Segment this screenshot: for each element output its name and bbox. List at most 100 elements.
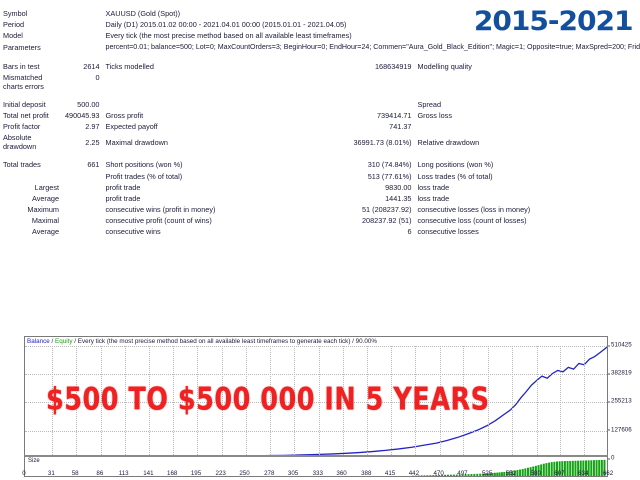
chart-header-rest: / Every tick (the most precise method ba… bbox=[72, 338, 378, 345]
lot-size-bar bbox=[579, 460, 582, 476]
lot-size-bar bbox=[508, 471, 511, 476]
grid-line-vertical bbox=[221, 346, 223, 457]
lot-size-bar bbox=[585, 460, 588, 476]
lot-size-bar bbox=[473, 473, 476, 476]
x-tick-label: 662 bbox=[602, 470, 614, 477]
lot-size-bars bbox=[411, 459, 606, 476]
grid-line-vertical bbox=[100, 346, 102, 457]
lot-size-bar bbox=[470, 474, 473, 476]
mismatched-errors-label: Mismatched charts errors bbox=[3, 72, 44, 91]
model-spacer bbox=[62, 30, 103, 41]
lot-size-bar bbox=[590, 460, 593, 476]
max-consecutive-wins-label: consecutive wins (profit in money) bbox=[105, 204, 216, 214]
table-row-total-net-profit: Total net profit 490045.93 Gross profit … bbox=[0, 110, 640, 121]
maximal-drawdown-label: Maximal drawdown bbox=[105, 137, 168, 147]
total-net-profit-label: Total net profit bbox=[3, 111, 49, 121]
lot-size-bar bbox=[479, 473, 482, 476]
period-spacer bbox=[62, 19, 103, 30]
table-row-maximum-consecutive: Maximum consecutive wins (profit in mone… bbox=[0, 204, 640, 215]
lot-size-bar bbox=[438, 474, 441, 476]
lot-size-bar bbox=[426, 475, 429, 476]
y-tick-label: 510425 bbox=[608, 341, 632, 349]
x-tick-label: 442 bbox=[408, 470, 420, 477]
lot-size-bar bbox=[598, 460, 601, 476]
lot-size-bar bbox=[455, 474, 458, 476]
strategy-tester-report-table: Symbol XAUUSD (Gold (Spot)) Period Daily… bbox=[0, 8, 640, 237]
modelling-quality-label: Modelling quality bbox=[417, 61, 472, 71]
lot-size-bar bbox=[458, 474, 461, 476]
x-tick-label: 333 bbox=[312, 470, 323, 477]
grid-line-vertical bbox=[76, 346, 78, 457]
ticks-modelled-value: 168634919 bbox=[374, 61, 412, 71]
grid-line-vertical bbox=[560, 346, 562, 457]
lot-size-bar bbox=[558, 461, 561, 476]
lot-size-bar bbox=[519, 469, 522, 476]
table-row-profit-factor: Profit factor 2.97 Expected payoff 741.3… bbox=[0, 121, 640, 132]
grid-line-vertical bbox=[584, 346, 586, 457]
grid-line-vertical bbox=[245, 346, 247, 457]
max-consecutive-losses-value: 6 (-1795.15) bbox=[533, 204, 640, 215]
lot-size-panel: Size bbox=[24, 455, 608, 477]
period-value: Daily (D1) 2015.01.02 00:00 - 2021.04.01… bbox=[105, 20, 347, 30]
average2-spacer bbox=[62, 226, 103, 237]
profit-factor-spacer-2 bbox=[533, 121, 640, 132]
lot-size-bar bbox=[542, 463, 545, 476]
lot-size-bar bbox=[449, 474, 452, 476]
y-tick-label: 382819 bbox=[608, 369, 632, 377]
legend-balance: Balance bbox=[27, 338, 50, 345]
lot-size-bar bbox=[444, 474, 447, 476]
lot-size-bar bbox=[420, 475, 423, 476]
long-positions-label: Long positions (won %) bbox=[417, 160, 494, 170]
chart-y-axis: 510425 382819 255213 127606 0 bbox=[607, 336, 640, 462]
avg-consecutive-losses-label: consecutive losses bbox=[417, 227, 479, 237]
lot-size-bar bbox=[482, 473, 485, 476]
lot-size-bar bbox=[556, 461, 558, 476]
total-trades-value: 661 bbox=[87, 160, 100, 170]
grid-line-vertical bbox=[391, 346, 393, 457]
grid-line-vertical bbox=[439, 346, 441, 457]
lot-size-bar bbox=[553, 461, 556, 476]
maximal-drawdown-value: 36991.73 (8.01%) bbox=[353, 137, 412, 147]
chart-plot-area bbox=[25, 346, 607, 457]
lot-size-bar bbox=[537, 465, 540, 476]
avg-consecutive-wins-value: 6 bbox=[407, 227, 412, 237]
average2-label: Average bbox=[31, 227, 59, 237]
grid-line-vertical bbox=[367, 346, 369, 457]
symbol-spacer bbox=[62, 8, 103, 19]
lot-size-bar bbox=[516, 470, 519, 476]
profit-factor-spacer-1 bbox=[415, 121, 534, 132]
lot-size-bar bbox=[435, 474, 438, 476]
lot-size-bar bbox=[452, 474, 455, 476]
table-row-initial-deposit: Initial deposit 500.00 Spread 4 bbox=[0, 92, 640, 110]
symbol-value: XAUUSD (Gold (Spot)) bbox=[105, 9, 181, 18]
table-row-absolute-drawdown: Absolute drawdown 2.25 Maximal drawdown … bbox=[0, 132, 640, 152]
table-row-total-trades: Total trades 661 Short positions (won %)… bbox=[0, 152, 640, 170]
grid-line-vertical bbox=[197, 346, 199, 457]
lot-size-bar bbox=[595, 460, 598, 476]
lot-size-bar bbox=[484, 473, 487, 476]
expected-payoff-label: Expected payoff bbox=[105, 122, 158, 132]
chart-x-axis: 0 31 58 86 113 141 168 195 223 250 278 305 333 360 388… bbox=[22, 468, 613, 480]
initial-deposit-value: 500.00 bbox=[77, 99, 100, 109]
x-tick-label: 86 bbox=[96, 470, 104, 477]
equity-chart[interactable]: Balance / Equity / Every tick (the most … bbox=[24, 336, 608, 458]
table-row-symbol: Symbol XAUUSD (Gold (Spot)) bbox=[0, 8, 640, 19]
legend-separator: / bbox=[49, 338, 56, 345]
lot-size-bar bbox=[521, 468, 524, 476]
average-spacer bbox=[62, 193, 103, 204]
relative-drawdown-label: Relative drawdown bbox=[417, 137, 480, 147]
grid-line-vertical bbox=[342, 346, 344, 457]
lot-size-bar bbox=[582, 460, 585, 476]
grid-line-horizontal bbox=[25, 346, 607, 347]
profit-trades-label: Profit trades (% of total) bbox=[105, 171, 183, 181]
short-positions-label: Short positions (won %) bbox=[105, 160, 183, 170]
x-tick-label: 552 bbox=[505, 470, 517, 477]
x-tick-label: 141 bbox=[143, 470, 154, 477]
table-row-largest: Largest profit trade 9830.00 loss trade … bbox=[0, 182, 640, 193]
x-tick-label: 525 bbox=[481, 470, 493, 477]
lot-size-bar bbox=[486, 473, 489, 476]
grid-line-vertical bbox=[511, 346, 513, 457]
grid-line-vertical bbox=[463, 346, 465, 457]
average-profit-trade-value: 1441.35 bbox=[385, 193, 412, 203]
lot-size-bar bbox=[574, 460, 577, 476]
